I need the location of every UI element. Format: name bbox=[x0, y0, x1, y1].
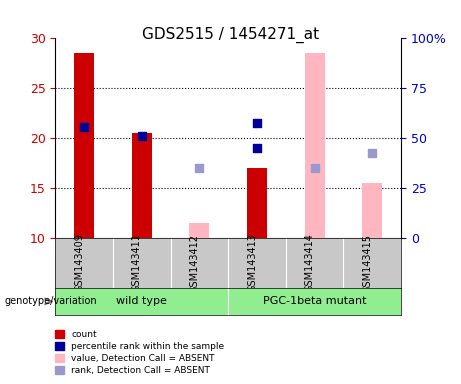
Text: PGC-1beta mutant: PGC-1beta mutant bbox=[263, 296, 366, 306]
Text: GSM143413: GSM143413 bbox=[247, 233, 257, 293]
Bar bbox=[362, 183, 382, 238]
Bar bbox=[228, 288, 401, 315]
Text: genotype/variation: genotype/variation bbox=[5, 296, 97, 306]
Bar bbox=[247, 168, 267, 238]
Legend: count, percentile rank within the sample, value, Detection Call = ABSENT, rank, : count, percentile rank within the sample… bbox=[51, 326, 229, 379]
Text: GDS2515 / 1454271_at: GDS2515 / 1454271_at bbox=[142, 27, 319, 43]
Point bbox=[254, 120, 261, 126]
Text: GSM143411: GSM143411 bbox=[132, 233, 142, 293]
Bar bbox=[189, 223, 209, 238]
Bar bbox=[74, 53, 94, 238]
Text: GSM143415: GSM143415 bbox=[362, 233, 372, 293]
Text: GSM143409: GSM143409 bbox=[74, 233, 84, 293]
Point bbox=[138, 133, 146, 139]
Text: GSM143414: GSM143414 bbox=[305, 233, 314, 293]
Point bbox=[311, 165, 318, 171]
Text: GSM143412: GSM143412 bbox=[189, 233, 199, 293]
Point bbox=[80, 124, 88, 130]
Point bbox=[369, 150, 376, 156]
Bar bbox=[55, 288, 228, 315]
Bar bbox=[305, 53, 325, 238]
Point bbox=[254, 145, 261, 151]
Text: wild type: wild type bbox=[116, 296, 167, 306]
Bar bbox=[132, 133, 152, 238]
Point bbox=[195, 165, 203, 171]
